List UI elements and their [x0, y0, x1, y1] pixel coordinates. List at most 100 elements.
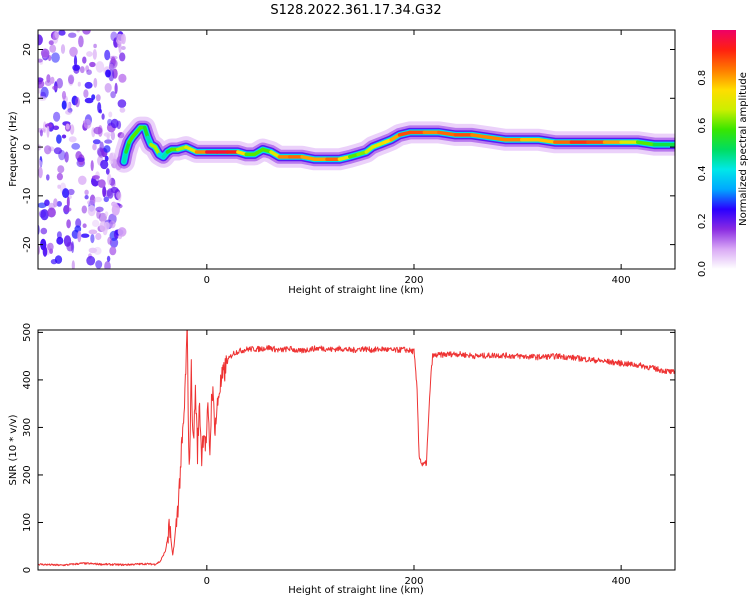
noise-blob [105, 69, 111, 78]
noise-blob [66, 196, 70, 208]
noise-blob [119, 107, 126, 113]
x-tick-label: 400 [612, 275, 631, 286]
noise-blob [66, 242, 74, 252]
y-tick-label: -20 [22, 236, 33, 252]
noise-blob [93, 126, 103, 135]
snr-y-ticks: 0 100 200 300 400 500 [22, 323, 675, 573]
noise-blob [56, 172, 64, 181]
noise-blob [93, 246, 102, 255]
noise-blob [77, 230, 82, 243]
noise-blob [56, 201, 62, 207]
noise-blob [104, 261, 111, 269]
snr-x-ticks: 0 200 400 [204, 330, 631, 587]
y-tick-label: 0 [22, 144, 33, 150]
noise-blob [57, 184, 61, 189]
spectral-ridge [113, 116, 675, 173]
noise-blob [52, 85, 58, 91]
noise-blob [56, 134, 62, 144]
noise-blob [100, 159, 109, 170]
noise-blob [103, 132, 112, 137]
noise-blob [50, 259, 58, 265]
noise-blob [46, 125, 50, 138]
noise-blob [104, 49, 111, 61]
noise-blob [39, 129, 43, 137]
noise-blob [66, 219, 71, 229]
noise-blob [38, 245, 41, 255]
noise-blob [65, 109, 72, 115]
snr-background [38, 330, 675, 570]
noise-blob [84, 97, 94, 104]
noise-blob [38, 77, 44, 83]
noise-blob [73, 55, 78, 67]
noise-blob [67, 188, 75, 196]
noise-blob [68, 136, 77, 143]
noise-blob [95, 206, 104, 212]
noise-blob [52, 125, 60, 131]
noise-blob [93, 43, 97, 49]
snr-y-label: SNR (10 * v/v) [8, 414, 19, 485]
noise-blob [87, 199, 96, 206]
noise-blob [92, 219, 100, 227]
x-tick-label: 0 [204, 275, 210, 286]
noise-blob [111, 204, 120, 216]
noise-blob [105, 168, 110, 175]
x-tick-label: 200 [404, 275, 423, 286]
noise-blob [90, 233, 95, 244]
noise-blob [40, 86, 49, 99]
noise-blob [44, 123, 53, 129]
x-tick-label: 200 [404, 576, 423, 587]
noise-blob [95, 94, 101, 102]
ridge-segment [397, 130, 412, 137]
noise-blob [53, 111, 61, 122]
x-tick-label: 400 [612, 576, 631, 587]
noise-blob [42, 246, 48, 257]
noise-blob [71, 143, 81, 150]
ridge-segment [470, 133, 491, 140]
noise-blob [77, 81, 81, 87]
noise-blob [47, 207, 56, 218]
noise-blob [108, 152, 114, 165]
noise-blob [69, 46, 78, 57]
colorbar-gradient [712, 30, 736, 269]
ridge-segment [437, 130, 458, 137]
noise-blob [64, 151, 69, 163]
noise-blob [38, 58, 43, 63]
noise-blob [110, 180, 116, 188]
noise-blob [49, 44, 57, 53]
noise-blob [99, 109, 102, 114]
noise-blob [58, 30, 66, 36]
colorbar-tick-label: 0.6 [697, 118, 708, 134]
noise-blob [84, 195, 89, 200]
ridge-segment [184, 145, 199, 154]
noise-blob [44, 80, 52, 86]
noise-blob [80, 233, 90, 238]
noise-blob [53, 147, 63, 155]
noise-blob [84, 81, 93, 89]
spectrogram-x-ticks: 0 200 400 [204, 30, 631, 286]
noise-blob [107, 236, 112, 245]
noise-blob [50, 76, 55, 84]
spectrogram-y-label: Frequency (Hz) [8, 111, 19, 187]
noise-blob [93, 77, 98, 88]
snr-series-line [38, 330, 675, 567]
noise-blob [79, 66, 85, 74]
noise-blob [56, 236, 64, 245]
noise-blob [108, 111, 113, 118]
noise-blob [72, 64, 81, 71]
noise-blob [81, 205, 88, 214]
noise-blob [97, 179, 106, 188]
noise-blob [86, 255, 96, 266]
ridge-segment [536, 137, 557, 144]
noise-blob [95, 260, 103, 269]
noise-blob [54, 30, 60, 39]
noise-blob [94, 196, 102, 203]
noise-blob [103, 145, 111, 153]
noise-blob [40, 227, 48, 235]
ridge-segment [635, 140, 657, 147]
noise-blob [67, 107, 73, 113]
y-tick-label: 200 [22, 465, 33, 484]
noise-blob [82, 223, 87, 228]
noise-blob [76, 30, 80, 33]
noise-blob [99, 220, 107, 232]
noise-blob [121, 46, 126, 50]
